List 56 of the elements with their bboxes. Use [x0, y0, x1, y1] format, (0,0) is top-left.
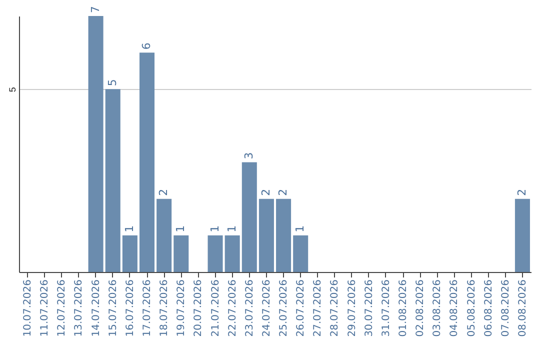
data-label: 2	[157, 188, 170, 196]
x-tick-label: 25.07.2026	[278, 280, 290, 337]
data-label: 2	[259, 188, 272, 196]
data-label: 1	[208, 225, 222, 232]
data-label: 2	[276, 188, 290, 196]
bar	[88, 16, 104, 272]
x-tick-label: 21.07.2026	[210, 280, 222, 337]
data-label: 1	[122, 225, 136, 232]
x-tick-label: 07.08.2026	[500, 280, 512, 337]
bar	[174, 235, 189, 272]
x-tick-label: 17.07.2026	[142, 280, 153, 337]
bar	[156, 198, 172, 272]
x-tick-label: 31.07.2026	[380, 280, 392, 337]
data-label: 1	[225, 225, 238, 232]
bar	[139, 52, 155, 272]
x-tick-label: 19.07.2026	[176, 280, 188, 337]
x-tick-label: 02.08.2026	[415, 280, 426, 337]
bar	[514, 198, 530, 272]
x-tick-label: 01.08.2026	[398, 280, 409, 337]
data-label: 2	[515, 188, 528, 196]
x-tick-label: 26.07.2026	[296, 280, 307, 337]
x-tick-label: 18.07.2026	[159, 280, 170, 337]
x-tick-label: 10.07.2026	[22, 280, 34, 337]
x-tick-label: 06.08.2026	[483, 280, 494, 337]
x-tick-label: 11.07.2026	[40, 280, 51, 337]
x-tick-label: 22.07.2026	[227, 280, 238, 337]
bar	[242, 162, 257, 272]
x-tick-label: 24.07.2026	[261, 280, 272, 337]
data-label: 6	[140, 42, 153, 50]
x-tick-label: 04.08.2026	[449, 280, 460, 337]
bar	[208, 235, 223, 272]
x-tick-label: 23.07.2026	[244, 280, 256, 337]
data-label: 1	[174, 225, 188, 232]
bar	[276, 198, 292, 272]
x-tick-label: 15.07.2026	[108, 280, 119, 337]
data-label: 5	[106, 79, 119, 86]
x-tick-label: 05.08.2026	[466, 280, 478, 337]
x-tick-label: 20.07.2026	[193, 280, 204, 337]
x-tick-label: 12.07.2026	[56, 280, 68, 337]
x-tick-label: 29.07.2026	[346, 280, 358, 337]
bar	[293, 235, 308, 272]
data-label: 7	[88, 6, 102, 13]
bar	[258, 198, 274, 272]
bar	[122, 235, 138, 272]
x-tick-label: 16.07.2026	[124, 280, 136, 337]
x-tick-label: 13.07.2026	[74, 280, 85, 337]
x-tick-label: 03.08.2026	[432, 280, 444, 337]
x-tick-label: 27.07.2026	[312, 280, 324, 337]
bar	[105, 89, 120, 272]
x-tick-label: 30.07.2026	[364, 280, 375, 337]
x-tick-label: 14.07.2026	[90, 280, 102, 337]
data-label: 1	[294, 225, 307, 232]
bar	[224, 235, 240, 272]
x-tick-label: 08.08.2026	[517, 280, 528, 337]
data-label: 3	[242, 152, 256, 160]
x-tick-label: 28.07.2026	[330, 280, 341, 337]
